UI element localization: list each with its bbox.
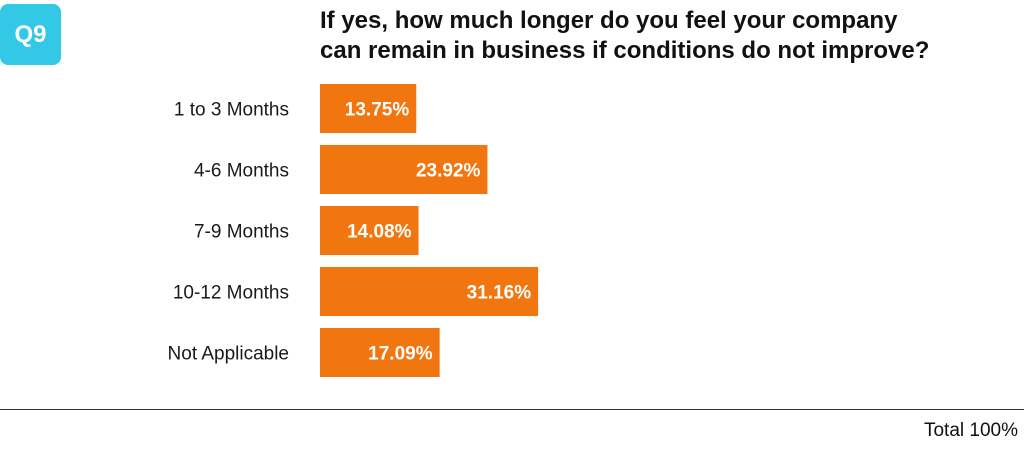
- chart-title-line-2: can remain in business if conditions do …: [320, 37, 930, 64]
- bar-value-label: 23.92%: [416, 161, 481, 182]
- bar-value-label: 17.09%: [368, 344, 433, 365]
- category-label: 1 to 3 Months: [174, 100, 289, 121]
- bar: [320, 145, 488, 194]
- category-label: 10-12 Months: [173, 283, 289, 304]
- footer-divider: [0, 409, 1024, 410]
- bar: [320, 267, 539, 316]
- bar-value-label: 13.75%: [345, 100, 410, 121]
- chart-title: If yes, how much longer do you feel your…: [320, 6, 1020, 66]
- category-label: Not Applicable: [168, 344, 289, 365]
- bar-value-label: 31.16%: [467, 283, 532, 304]
- bar: [320, 84, 417, 133]
- bar-chart: 1 to 3 Months 13.75% 4-6 Months 23.92% 7-9 M…: [168, 84, 539, 377]
- bar: [320, 206, 419, 255]
- bar: [320, 328, 440, 377]
- chart-title-line-1: If yes, how much longer do you feel your…: [320, 7, 898, 34]
- category-label: 7-9 Months: [194, 222, 289, 243]
- question-badge: Q9: [0, 4, 61, 65]
- bar-value-label: 14.08%: [347, 222, 412, 243]
- total-label: Total 100%: [923, 420, 1018, 441]
- category-label: 4-6 Months: [194, 161, 289, 182]
